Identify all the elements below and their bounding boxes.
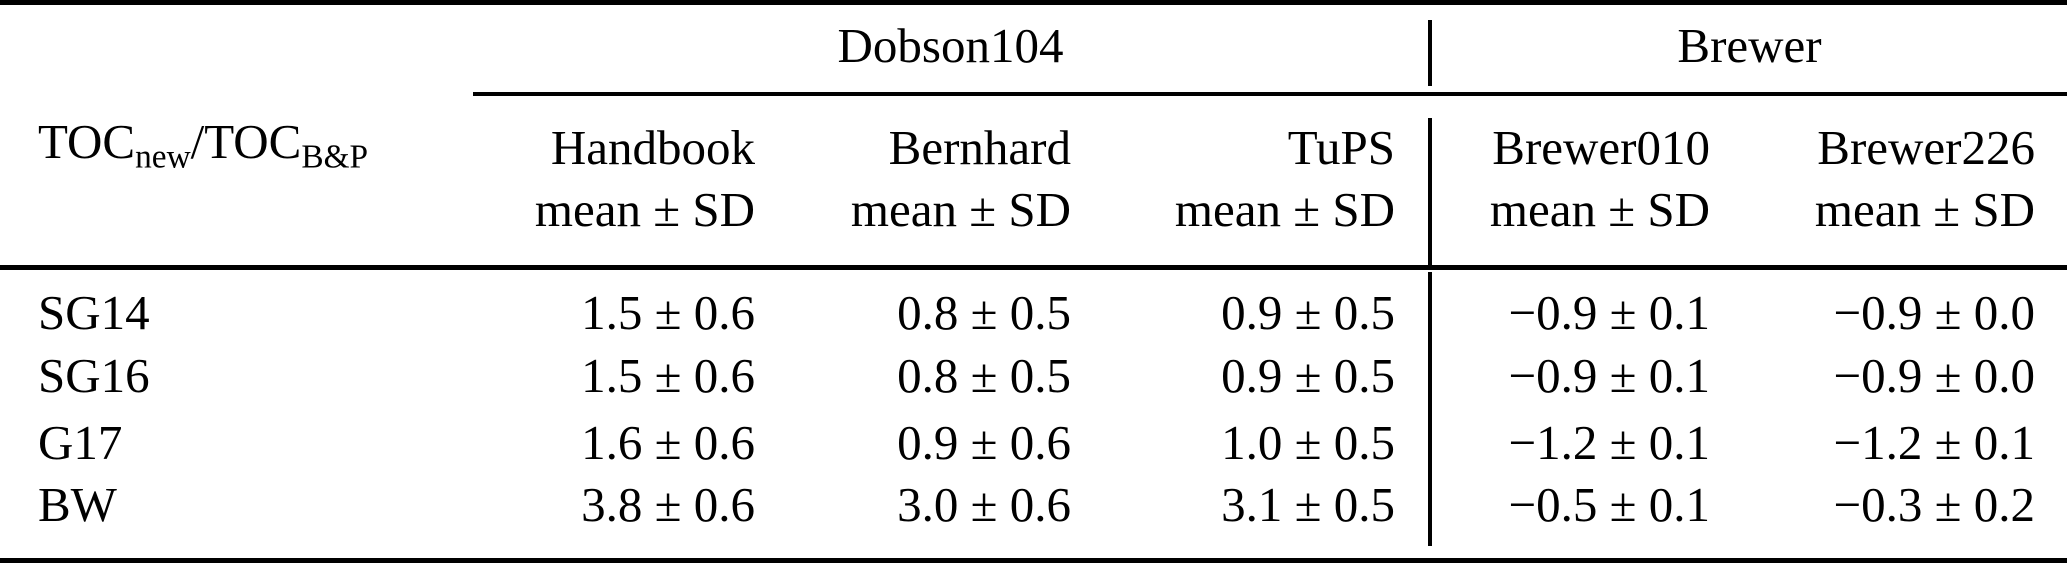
group-divider-top [1428,20,1432,86]
group-midrule [473,92,2067,96]
cell-g17-brewer226: −1.2 ± 0.1 [1833,415,2035,470]
column-header-brewer226: Brewer226 mean ± SD [1605,117,2035,241]
group-divider-bottom [1428,272,1432,546]
cell-g17-bernhard: 0.9 ± 0.6 [897,415,1071,470]
cell-bw-tups: 3.1 ± 0.5 [1221,477,1395,532]
row-label-g17: G17 [38,415,123,470]
column-label: TuPS [1287,120,1395,175]
row-label-bw: BW [38,477,117,532]
column-header-bernhard: Bernhard mean ± SD [641,117,1071,241]
cell-sg16-handbook: 1.5 ± 0.6 [581,348,755,403]
column-sublabel: mean ± SD [534,182,755,237]
cell-g17-handbook: 1.6 ± 0.6 [581,415,755,470]
toc-new-base: TOC [38,114,136,169]
toc-bp-subscript: B&P [301,138,369,176]
column-sublabel: mean ± SD [850,182,1071,237]
cell-sg14-tups: 0.9 ± 0.5 [1221,285,1395,340]
cell-g17-tups: 1.0 ± 0.5 [1221,415,1395,470]
cell-sg16-brewer226: −0.9 ± 0.0 [1833,348,2035,403]
top-rule [0,0,2067,5]
column-header-tups: TuPS mean ± SD [965,117,1395,241]
cell-sg14-brewer226: −0.9 ± 0.0 [1833,285,2035,340]
column-header-handbook: Handbook mean ± SD [325,117,755,241]
cell-bw-brewer010: −0.5 ± 0.1 [1508,477,1710,532]
column-label: Brewer010 [1492,120,1710,175]
cell-sg14-handbook: 1.5 ± 0.6 [581,285,755,340]
cell-sg16-brewer010: −0.9 ± 0.1 [1508,348,1710,403]
stub-header-toc-ratio: TOCnew/TOCB&P [38,117,368,181]
row-label-sg14: SG14 [38,285,150,340]
column-header-brewer010: Brewer010 mean ± SD [1280,117,1710,241]
cell-bw-brewer226: −0.3 ± 0.2 [1833,477,2035,532]
cell-sg16-bernhard: 0.8 ± 0.5 [897,348,1071,403]
cell-g17-brewer010: −1.2 ± 0.1 [1508,415,1710,470]
column-sublabel: mean ± SD [1174,182,1395,237]
toc-new-subscript: new [135,138,191,176]
header-rule [0,265,2067,270]
cell-sg16-tups: 0.9 ± 0.5 [1221,348,1395,403]
column-sublabel: mean ± SD [1489,182,1710,237]
group-divider-middle [1428,118,1432,265]
column-label: Brewer226 [1817,120,2035,175]
column-label: Handbook [550,120,755,175]
cell-sg14-brewer010: −0.9 ± 0.1 [1508,285,1710,340]
cell-bw-bernhard: 3.0 ± 0.6 [897,477,1071,532]
column-label: Bernhard [888,120,1071,175]
group-header-brewer: Brewer [1677,18,1822,73]
column-sublabel: mean ± SD [1814,182,2035,237]
cell-sg14-bernhard: 0.8 ± 0.5 [897,285,1071,340]
cell-bw-handbook: 3.8 ± 0.6 [581,477,755,532]
group-header-dobson104: Dobson104 [837,18,1064,73]
toc-bp-base: /TOC [190,114,302,169]
bottom-rule [0,558,2067,563]
row-label-sg16: SG16 [38,348,150,403]
